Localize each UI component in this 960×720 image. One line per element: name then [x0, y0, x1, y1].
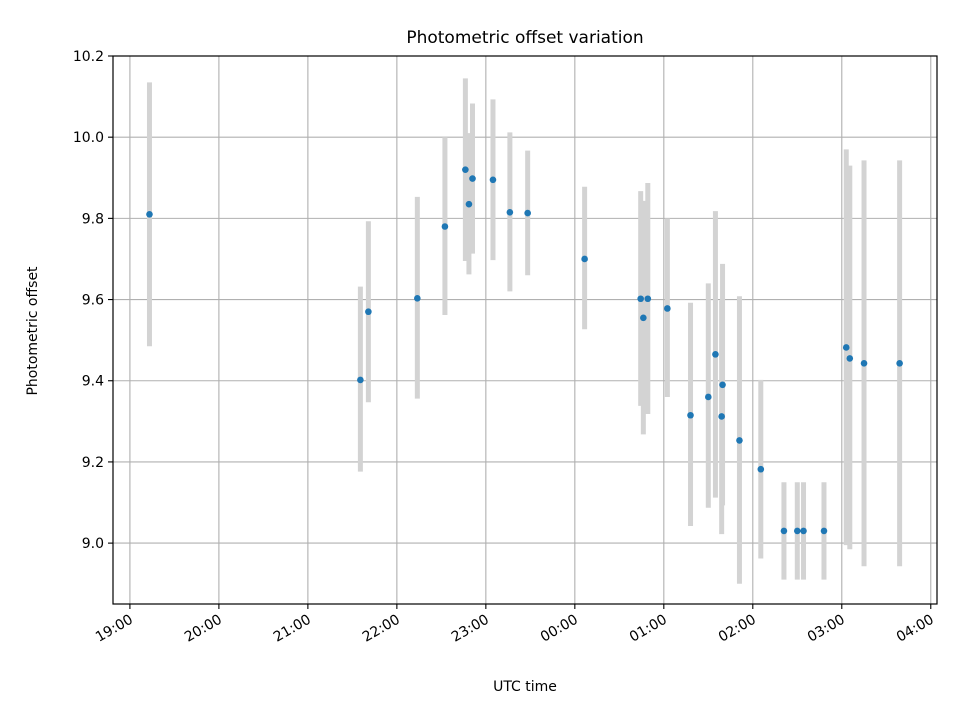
data-point [780, 527, 788, 535]
data-point [469, 175, 476, 182]
data-point [465, 200, 473, 208]
data-point [637, 295, 644, 303]
data-point [146, 211, 153, 218]
data-point [712, 351, 719, 358]
data-point [489, 176, 497, 184]
data-point [820, 527, 828, 535]
data-point [365, 308, 372, 316]
data-point [357, 376, 364, 384]
data-point [664, 305, 671, 312]
data-point [860, 359, 868, 367]
data-point [506, 208, 514, 216]
data-point [524, 209, 531, 217]
x-axis-label: UTC time [493, 679, 557, 695]
data-point [846, 355, 854, 362]
chart-title: Photometric offset variation [406, 28, 643, 48]
data-point [687, 411, 694, 419]
data-point [705, 393, 712, 401]
data-point [718, 413, 725, 420]
y-tick-label: 10.0 [73, 130, 104, 146]
data-points [146, 166, 903, 535]
data-point [581, 255, 588, 263]
data-point [719, 381, 726, 389]
data-point [896, 359, 903, 367]
data-point [644, 295, 652, 303]
y-tick-label: 10.2 [73, 49, 104, 65]
data-point [462, 166, 469, 173]
data-point [441, 223, 449, 230]
data-point [757, 465, 765, 473]
data-point [640, 314, 647, 322]
y-tick-label: 9.2 [82, 455, 104, 471]
data-point [793, 527, 801, 535]
data-point [842, 344, 850, 351]
plot-frame [112, 55, 938, 605]
data-point [736, 437, 743, 444]
data-point [414, 295, 421, 302]
y-tick-label: 9.6 [82, 293, 104, 309]
y-tick-label: 9.8 [82, 211, 104, 227]
y-axis-label: Photometric offset [25, 266, 41, 396]
y-tick-label: 9.4 [82, 374, 104, 390]
y-tick-label: 9.0 [82, 536, 104, 552]
data-point [800, 527, 807, 535]
